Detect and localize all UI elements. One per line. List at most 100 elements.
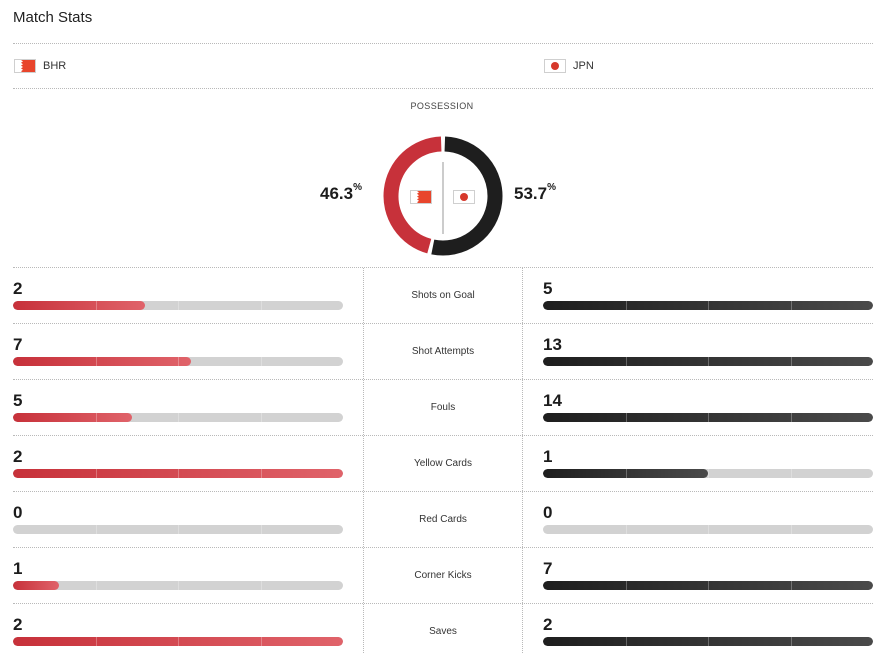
home-possession-value: 46.3% bbox=[320, 182, 362, 203]
bar-segment-tick bbox=[95, 413, 97, 422]
column-divider bbox=[522, 268, 523, 653]
bar-segment-tick bbox=[178, 469, 179, 478]
home-stat-bar bbox=[13, 525, 343, 534]
away-stat-bar bbox=[543, 357, 873, 366]
bar-segment-tick bbox=[178, 357, 179, 366]
home-stat-bar bbox=[13, 301, 343, 310]
away-possession-arc bbox=[431, 136, 503, 256]
stat-row: 0 Red Cards 0 bbox=[0, 492, 884, 548]
bar-segment-tick bbox=[790, 525, 792, 534]
home-stat-bar bbox=[13, 357, 343, 366]
bar-segment-tick bbox=[790, 413, 792, 422]
divider bbox=[13, 43, 873, 44]
away-stat-value: 13 bbox=[543, 335, 562, 354]
home-stat-value: 2 bbox=[13, 615, 23, 634]
divider bbox=[13, 323, 873, 324]
away-stat-bar bbox=[543, 413, 873, 422]
away-stat-fill bbox=[543, 301, 873, 310]
home-stat-value: 2 bbox=[13, 279, 23, 298]
bar-segment-tick bbox=[95, 581, 97, 590]
away-stat-bar bbox=[543, 581, 873, 590]
away-stat-value: 0 bbox=[543, 503, 553, 522]
bar-segment-tick bbox=[178, 637, 179, 646]
stat-label: Shot Attempts bbox=[411, 346, 475, 357]
bar-segment-tick bbox=[708, 301, 709, 310]
away-stat-fill bbox=[543, 469, 792, 478]
away-stat-fill bbox=[543, 637, 873, 646]
home-stat-bar bbox=[13, 581, 343, 590]
divider bbox=[13, 88, 873, 89]
away-stat-value: 7 bbox=[543, 559, 553, 578]
bar-segment-tick bbox=[178, 413, 179, 422]
home-stat-bar bbox=[13, 469, 343, 478]
bar-segment-tick bbox=[95, 525, 97, 534]
home-team-abbr: BHR bbox=[43, 60, 67, 72]
away-possession-value: 53.7% bbox=[514, 182, 556, 203]
bar-segment-tick bbox=[260, 525, 262, 534]
column-divider bbox=[363, 268, 364, 653]
stat-label: Yellow Cards bbox=[414, 458, 472, 469]
home-stat-bar bbox=[13, 637, 343, 646]
bar-segment-tick bbox=[708, 357, 709, 366]
bar-segment-tick bbox=[95, 357, 97, 366]
away-stat-bar bbox=[543, 301, 873, 310]
section-title: Match Stats bbox=[13, 9, 93, 26]
home-stat-value: 0 bbox=[13, 503, 23, 522]
home-possession-arc bbox=[383, 136, 442, 254]
divider bbox=[13, 547, 873, 548]
bar-segment-tick bbox=[790, 637, 792, 646]
bar-segment-tick bbox=[790, 469, 792, 478]
bar-segment-tick bbox=[260, 301, 262, 310]
possession-donut bbox=[383, 136, 503, 256]
home-stat-value: 7 bbox=[13, 335, 23, 354]
stat-row: 2 Yellow Cards 1 bbox=[0, 436, 884, 492]
bar-segment-tick bbox=[95, 469, 97, 478]
home-stat-fill bbox=[13, 581, 262, 590]
bar-segment-tick bbox=[625, 525, 627, 534]
home-team: BHR bbox=[14, 59, 66, 73]
home-stat-bar bbox=[13, 413, 343, 422]
divider bbox=[13, 379, 873, 380]
japan-flag-icon bbox=[453, 190, 475, 204]
bar-segment-tick bbox=[260, 413, 262, 422]
bar-segment-tick bbox=[260, 581, 262, 590]
bar-segment-tick bbox=[95, 301, 97, 310]
japan-flag-icon bbox=[544, 59, 566, 73]
bar-segment-tick bbox=[790, 581, 792, 590]
bar-segment-tick bbox=[625, 637, 627, 646]
away-stat-bar bbox=[543, 525, 873, 534]
bar-segment-tick bbox=[260, 357, 262, 366]
bar-segment-tick bbox=[708, 581, 709, 590]
away-stat-value: 2 bbox=[543, 615, 553, 634]
stat-row: 2 Saves 2 bbox=[0, 604, 884, 660]
stat-label: Saves bbox=[429, 626, 457, 637]
bar-segment-tick bbox=[260, 469, 262, 478]
divider bbox=[13, 603, 873, 604]
home-stat-fill bbox=[13, 301, 262, 310]
stat-label: Fouls bbox=[430, 402, 456, 413]
bar-segment-tick bbox=[790, 357, 792, 366]
away-stat-value: 5 bbox=[543, 279, 553, 298]
bar-segment-tick bbox=[178, 301, 179, 310]
bar-segment-tick bbox=[95, 637, 97, 646]
possession-label: POSSESSION bbox=[410, 101, 474, 111]
home-stat-fill bbox=[13, 357, 262, 366]
away-stat-bar bbox=[543, 637, 873, 646]
home-stat-fill bbox=[13, 469, 343, 478]
bar-segment-tick bbox=[260, 637, 262, 646]
stat-label: Shots on Goal bbox=[411, 290, 475, 301]
stat-label: Corner Kicks bbox=[414, 570, 472, 581]
away-stat-bar bbox=[543, 469, 873, 478]
bar-segment-tick bbox=[625, 301, 627, 310]
away-stat-fill bbox=[543, 413, 873, 422]
home-stat-fill bbox=[13, 413, 262, 422]
bar-segment-tick bbox=[625, 469, 627, 478]
divider bbox=[13, 491, 873, 492]
away-stat-fill bbox=[543, 357, 873, 366]
bar-segment-tick bbox=[708, 469, 709, 478]
home-stat-fill bbox=[13, 637, 343, 646]
away-stat-value: 1 bbox=[543, 447, 553, 466]
home-stat-value: 2 bbox=[13, 447, 23, 466]
home-stat-value: 5 bbox=[13, 391, 23, 410]
stat-row: 7 Shot Attempts 13 bbox=[0, 324, 884, 380]
